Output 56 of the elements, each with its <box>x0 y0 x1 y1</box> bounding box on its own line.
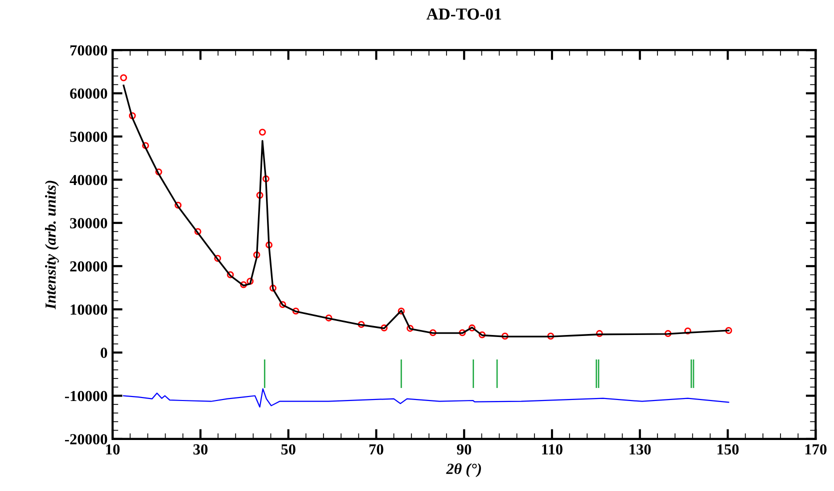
point <box>279 301 286 308</box>
point <box>325 314 332 322</box>
point <box>240 281 248 288</box>
point <box>174 202 182 209</box>
point <box>358 320 365 328</box>
point <box>256 192 264 199</box>
x-tick-label: 30 <box>193 444 208 455</box>
point <box>246 278 254 285</box>
point <box>596 330 603 337</box>
y-tick-label: 20000 <box>70 261 108 272</box>
y-tick-label: -20000 <box>65 434 108 444</box>
x-tick-label: 130 <box>630 444 651 455</box>
point <box>142 142 150 150</box>
y-tick-label: 40000 <box>70 174 108 186</box>
point <box>226 271 234 278</box>
point <box>155 168 162 176</box>
x-tick-label: 90 <box>456 444 472 455</box>
point <box>253 251 260 258</box>
point <box>266 241 272 248</box>
x-tick-label: 170 <box>805 444 827 455</box>
y-tick-label: 70000 <box>70 45 108 56</box>
x-tick-label: 150 <box>718 444 739 455</box>
point <box>429 329 436 336</box>
point <box>547 332 554 340</box>
point <box>406 324 414 332</box>
x-tick-label: 110 <box>542 444 562 455</box>
point <box>398 308 405 315</box>
point <box>194 228 202 236</box>
y-axis-title: Intensity (arb. units) <box>44 180 59 310</box>
line-series <box>123 388 730 408</box>
point <box>468 324 476 332</box>
point <box>380 324 388 332</box>
y-tick-label: 0 <box>100 348 108 358</box>
point <box>664 330 672 337</box>
y-tick-label: -10000 <box>65 390 108 402</box>
point <box>458 329 466 336</box>
point <box>292 308 300 315</box>
point <box>128 112 136 120</box>
x-tick-label: 50 <box>281 444 296 455</box>
y-tick-label: 60000 <box>70 88 108 99</box>
point <box>258 128 266 136</box>
point <box>262 175 270 182</box>
y-tick-label: 10000 <box>70 304 108 315</box>
x-axis-title: 2θ (°) <box>446 463 481 478</box>
point <box>725 327 732 334</box>
point <box>214 254 222 262</box>
point <box>478 331 486 338</box>
x-tick-label: 70 <box>369 444 384 455</box>
y-tick-label: 30000 <box>70 218 108 228</box>
point <box>502 332 508 340</box>
x-tick-label: 10 <box>106 444 120 455</box>
point <box>270 284 276 292</box>
point <box>684 327 692 334</box>
y-tick-label: 50000 <box>70 132 108 142</box>
chart-title: AD-TO-01 <box>426 8 502 20</box>
point <box>120 74 128 82</box>
